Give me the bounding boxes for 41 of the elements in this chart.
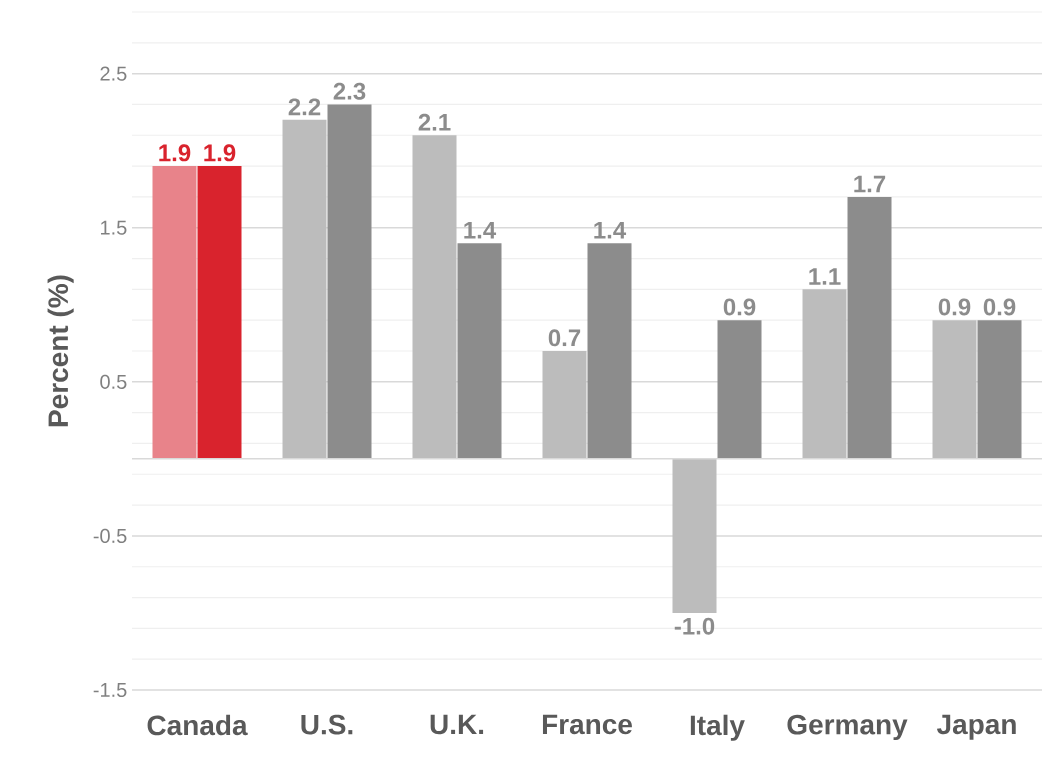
data-label: 2.3	[333, 82, 366, 100]
data-label: 1.4	[464, 221, 497, 239]
bar	[672, 458, 717, 613]
bar	[932, 320, 977, 459]
bar	[847, 196, 892, 459]
data-label: 1.7	[854, 175, 886, 193]
data-label: 1.1	[809, 268, 841, 285]
bar	[327, 104, 372, 459]
bar	[717, 320, 762, 459]
y-axis-title: Percent (%)	[47, 275, 74, 427]
x-tick-label: Germany	[787, 714, 908, 741]
y-tick-label: 2.5	[100, 66, 127, 81]
x-tick-label: Japan	[936, 714, 1016, 740]
bar	[282, 119, 327, 459]
x-tick-label: Canada	[147, 714, 248, 736]
x-tick-label: France	[542, 714, 632, 735]
bar	[542, 351, 587, 459]
y-tick-label: -0.5	[93, 528, 127, 543]
bar	[977, 320, 1022, 459]
data-label: 0.9	[983, 298, 1016, 316]
y-tick-label: -1.5	[93, 683, 127, 697]
bar	[412, 135, 457, 459]
x-tick-label: U.S.	[301, 714, 353, 735]
bar	[802, 289, 847, 459]
data-label: 1.4	[594, 221, 627, 239]
bar	[457, 243, 502, 459]
x-tick-label: U.K.	[430, 714, 484, 735]
data-label: -1.0	[674, 617, 715, 635]
bar	[587, 243, 632, 459]
bar	[152, 166, 197, 459]
data-label: 0.9	[723, 298, 756, 316]
x-tick-label: Italy	[690, 714, 745, 741]
y-tick-label: 0.5	[100, 374, 127, 389]
bar	[197, 166, 242, 459]
data-label: 0.9	[938, 298, 971, 316]
data-label: 2.1	[418, 113, 451, 131]
data-label: 1.9	[204, 144, 236, 162]
data-label: 0.7	[548, 329, 581, 347]
data-label: 2.2	[288, 98, 321, 116]
y-tick-label: 1.5	[101, 220, 127, 235]
data-label: 1.9	[159, 144, 191, 162]
